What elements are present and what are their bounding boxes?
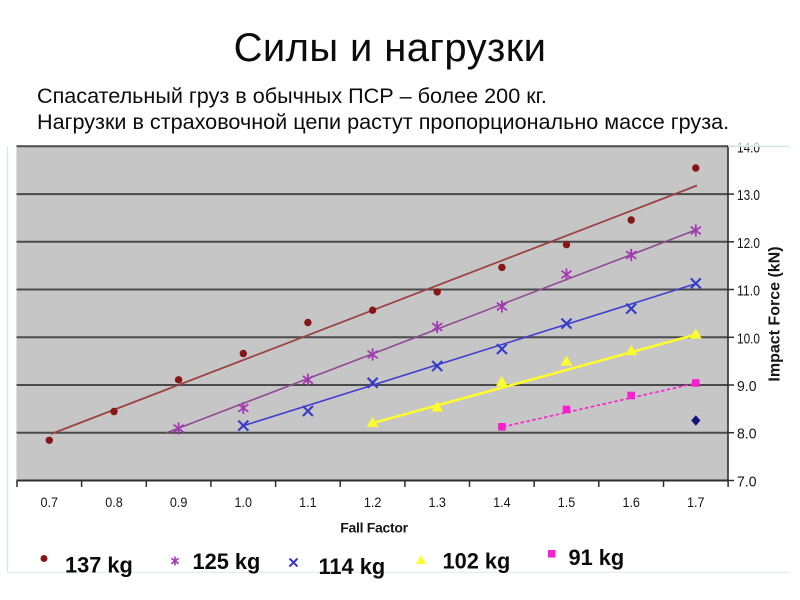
svg-text:1.6: 1.6	[622, 494, 640, 510]
svg-text:1.1: 1.1	[299, 494, 317, 510]
svg-text:125 kg: 125 kg	[193, 549, 261, 574]
svg-text:1.2: 1.2	[364, 494, 382, 510]
svg-text:12.0: 12.0	[737, 236, 760, 252]
svg-text:102 kg: 102 kg	[443, 549, 511, 574]
svg-text:11.0: 11.0	[737, 284, 760, 300]
svg-text:0.8: 0.8	[105, 494, 123, 510]
svg-text:1.4: 1.4	[493, 494, 511, 510]
svg-text:1.3: 1.3	[428, 494, 446, 510]
svg-text:Impact Force (kN): Impact Force (kN)	[767, 246, 784, 381]
svg-text:0.7: 0.7	[41, 494, 59, 510]
svg-text:114 kg: 114 kg	[319, 554, 386, 579]
svg-text:13.0: 13.0	[737, 188, 760, 204]
svg-text:1.5: 1.5	[558, 494, 576, 510]
svg-text:91 kg: 91 kg	[569, 545, 625, 570]
svg-text:8.0: 8.0	[737, 427, 757, 443]
svg-text:1.0: 1.0	[235, 494, 253, 510]
svg-text:0.9: 0.9	[170, 494, 188, 510]
svg-text:10.0: 10.0	[737, 331, 760, 347]
svg-text:137 kg: 137 kg	[65, 553, 133, 578]
svg-text:9.0: 9.0	[737, 379, 757, 395]
svg-text:Fall Factor: Fall Factor	[340, 520, 408, 536]
svg-text:7.0: 7.0	[737, 475, 757, 491]
svg-text:1.7: 1.7	[687, 494, 705, 510]
